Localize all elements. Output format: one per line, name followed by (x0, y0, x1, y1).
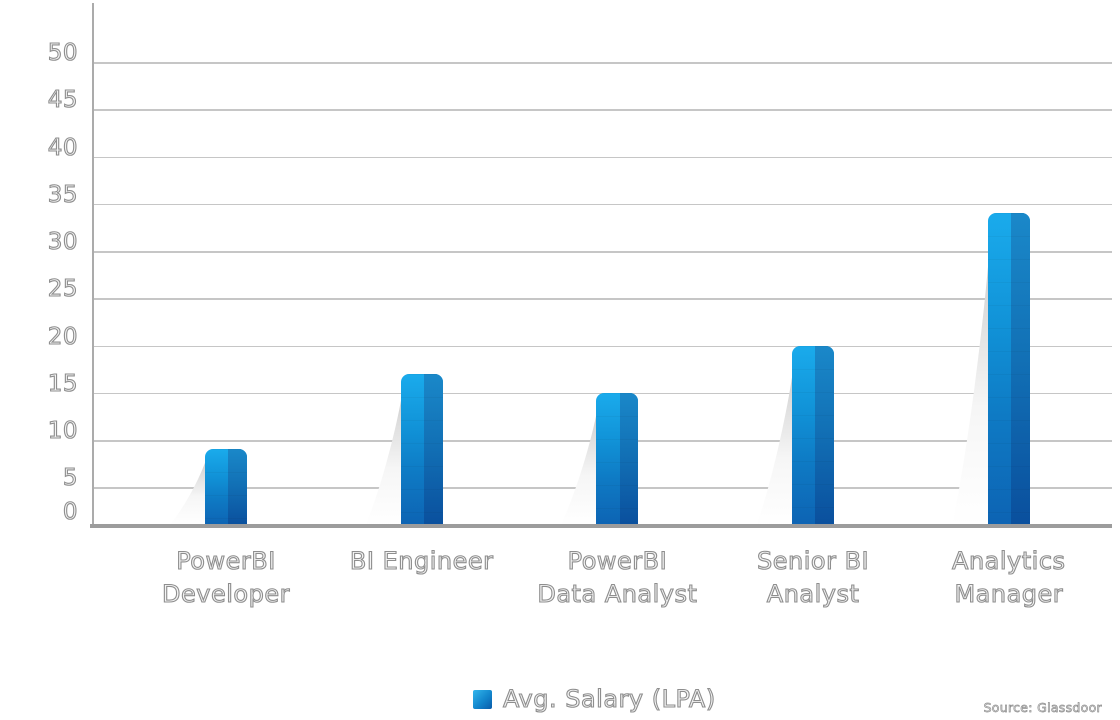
x-category-label: PowerBI Data Analyst (512, 545, 722, 611)
y-tick-label-10: 10 (47, 417, 78, 444)
x-category-label-line: BI Engineer (349, 546, 494, 575)
gridline-45 (92, 109, 1112, 111)
bar-2 (400, 373, 443, 526)
gridline-35 (92, 203, 1112, 206)
y-tick-label-0: 0 (62, 498, 78, 525)
y-axis-line (92, 3, 94, 528)
bar-side-face (228, 449, 247, 526)
bar-texture-overlay (596, 392, 639, 527)
source-note: Source: Glassdoor (983, 700, 1102, 716)
gridline-20 (92, 345, 1112, 347)
x-category-label-line: Developer (161, 579, 290, 608)
bar-side-face (815, 345, 835, 526)
bar-shadow-swoosh (364, 374, 409, 530)
gridline-50 (92, 62, 1112, 64)
x-axis-baseline (90, 524, 1112, 528)
y-tick-label-25: 25 (47, 276, 78, 303)
bar-3 (596, 392, 639, 527)
bar-shadow-swoosh (169, 450, 213, 530)
gridline-25 (92, 298, 1112, 300)
bar-texture-overlay (792, 345, 835, 526)
legend-label: Avg. Salary (LPA) (502, 685, 716, 713)
y-tick-label-35: 35 (47, 181, 78, 208)
x-category-label-line: Senior BI (756, 546, 870, 575)
bar-shadow-swoosh (560, 393, 605, 530)
y-tick-label-50: 50 (47, 39, 78, 66)
y-tick-label-45: 45 (47, 87, 78, 114)
x-category-label-line: PowerBI (567, 546, 668, 575)
bar-texture-overlay (987, 213, 1030, 526)
x-category-label-line: Manager (954, 579, 1064, 608)
x-category-label: Senior BI Analyst (708, 545, 918, 611)
x-category-label-line: PowerBI (176, 546, 276, 575)
y-tick-label-40: 40 (47, 134, 78, 161)
x-category-label: Analytics Manager (904, 545, 1114, 611)
x-category-label-line: Data Analyst (537, 579, 698, 608)
bar-5 (987, 213, 1030, 526)
y-tick-label-30: 30 (47, 228, 78, 255)
x-category-label: PowerBI Developer (121, 545, 331, 611)
bar-texture-overlay (205, 449, 247, 526)
gridline-40 (92, 156, 1112, 158)
x-category-label: BI Engineer (317, 545, 527, 578)
x-category-label-line: Analytics (951, 546, 1066, 575)
x-category-label-line: Analyst (766, 579, 860, 608)
gridline-30 (92, 251, 1112, 253)
y-tick-label-20: 20 (47, 323, 78, 350)
y-tick-label-15: 15 (47, 370, 78, 397)
y-tick-label-5: 5 (62, 465, 78, 492)
legend: Avg. Salary (LPA) (473, 685, 716, 713)
bar-texture-overlay (400, 373, 443, 526)
bar-side-face (423, 373, 443, 526)
bar-shadow-swoosh (756, 346, 801, 531)
bar-shadow-swoosh (951, 214, 996, 530)
bar-side-face (1010, 213, 1030, 526)
legend-swatch-icon (473, 689, 492, 709)
bar-1 (205, 449, 247, 526)
bar-side-face (619, 392, 639, 527)
bar-4 (792, 345, 835, 526)
